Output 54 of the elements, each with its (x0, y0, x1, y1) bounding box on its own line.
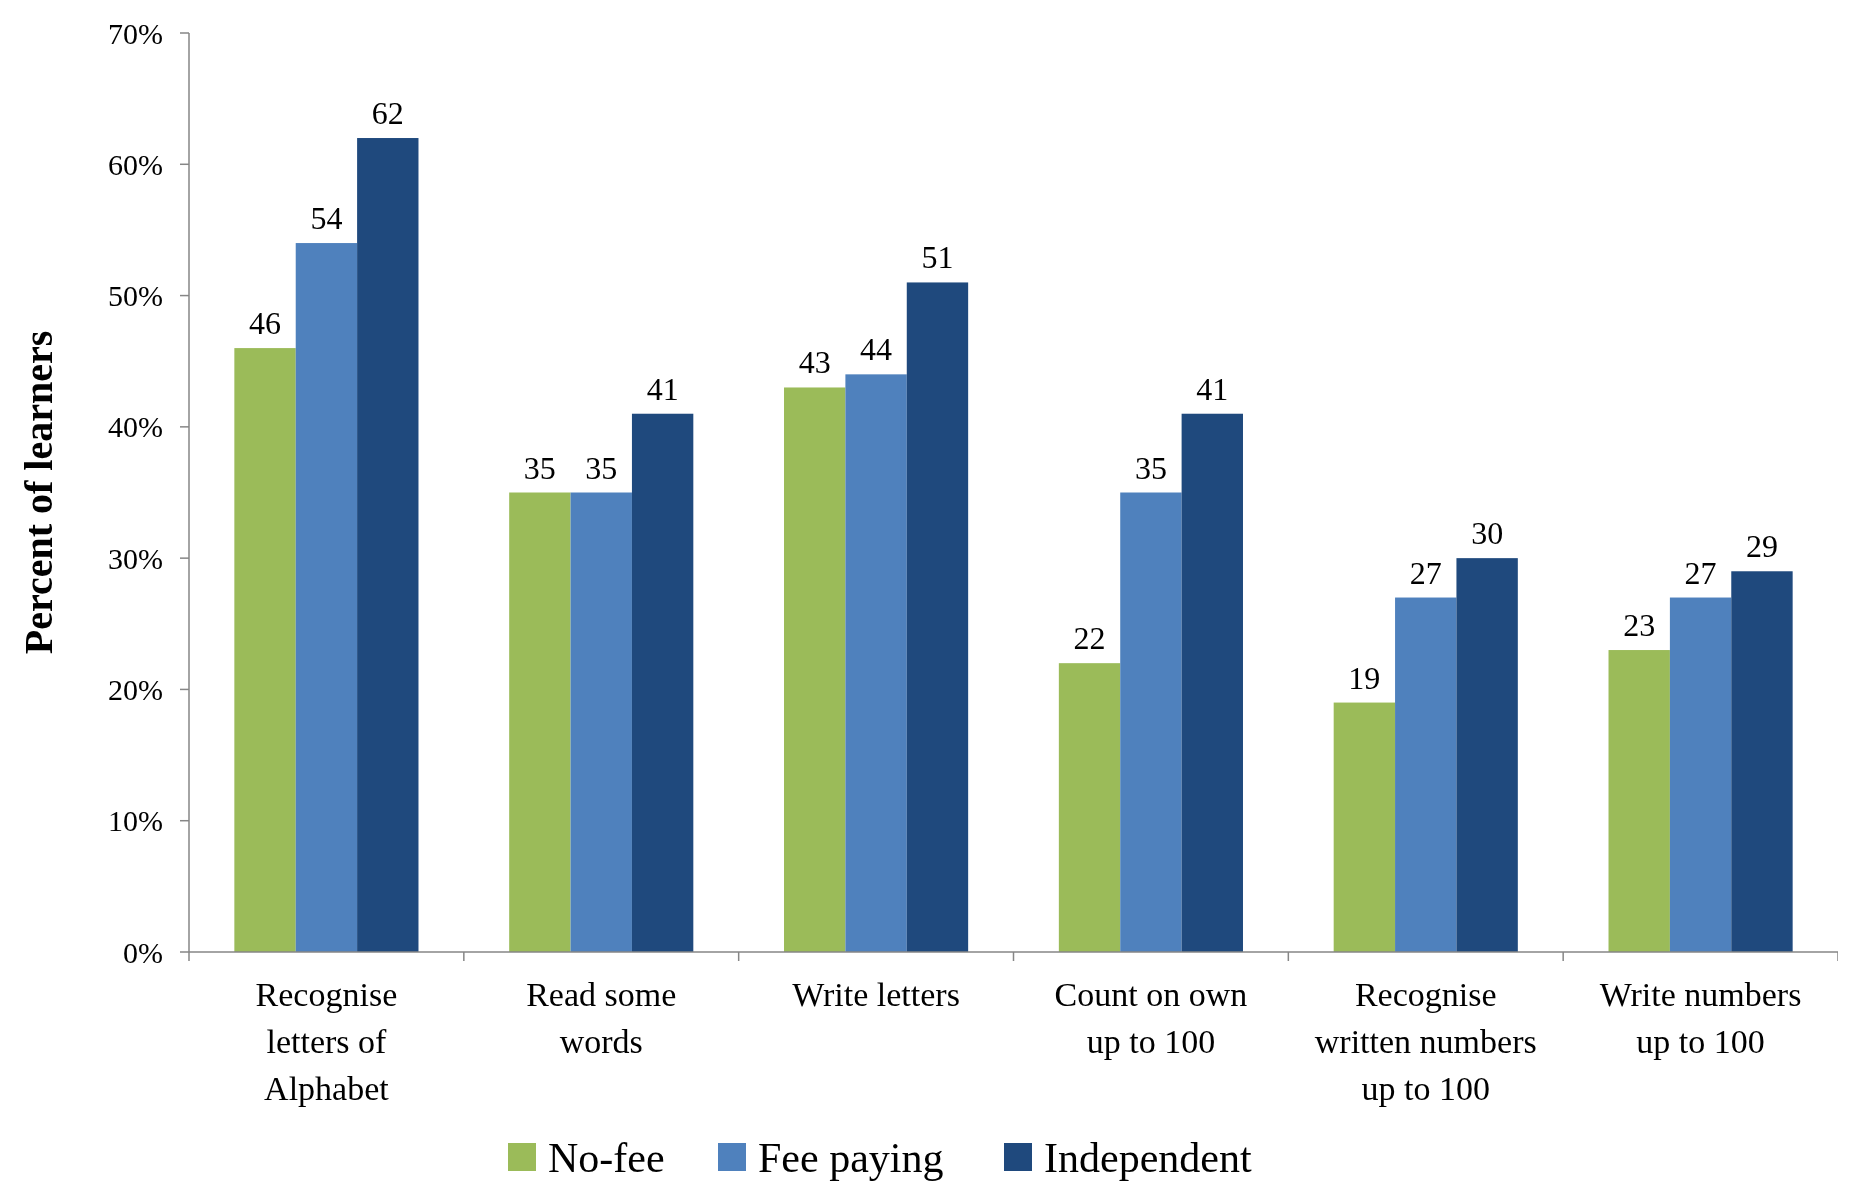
data-label: 22 (1073, 620, 1106, 657)
bar (906, 282, 969, 952)
bar (631, 413, 694, 952)
bar (1608, 650, 1670, 952)
data-label: 54 (310, 200, 343, 237)
data-label: 41 (646, 370, 679, 407)
bar (784, 387, 846, 952)
bar (1669, 597, 1732, 952)
bar (1120, 492, 1182, 952)
data-label: 27 (1409, 554, 1442, 591)
data-label: 27 (1684, 554, 1717, 591)
data-label: 46 (249, 305, 282, 342)
x-tick-label: Count on own up to 100 (1054, 976, 1248, 1060)
data-label: 30 (1471, 515, 1504, 552)
bar (1456, 558, 1518, 952)
y-tick-label: 60% (108, 147, 163, 181)
bar (1181, 413, 1243, 952)
bar (1058, 663, 1121, 952)
y-axis-title: Percent of learners (16, 330, 61, 655)
bar (570, 492, 632, 952)
legend-label: No-fee (548, 1134, 665, 1181)
bar (1395, 597, 1457, 952)
data-label: 62 (371, 95, 404, 132)
data-label: 51 (921, 239, 954, 276)
x-tick-label: Write letters (792, 976, 960, 1013)
data-label: 29 (1745, 528, 1778, 565)
bar (1731, 571, 1793, 952)
bar (509, 492, 571, 952)
x-tick-label: Write numbers up to 100 (1599, 976, 1802, 1060)
data-label: 41 (1196, 370, 1229, 407)
y-tick-label: 10% (108, 804, 163, 838)
y-tick-label: 20% (108, 672, 163, 706)
data-label: 44 (860, 331, 893, 368)
bar (295, 243, 358, 952)
data-label: 35 (523, 449, 556, 486)
data-label: 43 (798, 344, 831, 381)
x-tick-label: Recognise written numbers up to 100 (1314, 976, 1537, 1107)
y-tick-label: 70% (108, 16, 163, 50)
y-tick-label: 0% (123, 935, 163, 969)
y-tick-label: 40% (108, 410, 163, 444)
y-tick-label: 30% (108, 541, 163, 575)
legend-label: Independent (1044, 1134, 1252, 1181)
data-label: 19 (1348, 659, 1381, 696)
bar (1333, 702, 1396, 952)
x-tick-label: Recognise letters of Alphabet (255, 976, 398, 1107)
bar (357, 138, 419, 952)
data-label: 35 (1134, 449, 1167, 486)
data-label: 35 (585, 449, 618, 486)
bar (845, 374, 907, 952)
y-tick-label: 50% (108, 279, 163, 313)
x-tick-label: Read some words (526, 976, 677, 1060)
bar (234, 348, 296, 952)
data-label: 23 (1623, 607, 1656, 644)
legend-label: Fee paying (758, 1134, 944, 1181)
